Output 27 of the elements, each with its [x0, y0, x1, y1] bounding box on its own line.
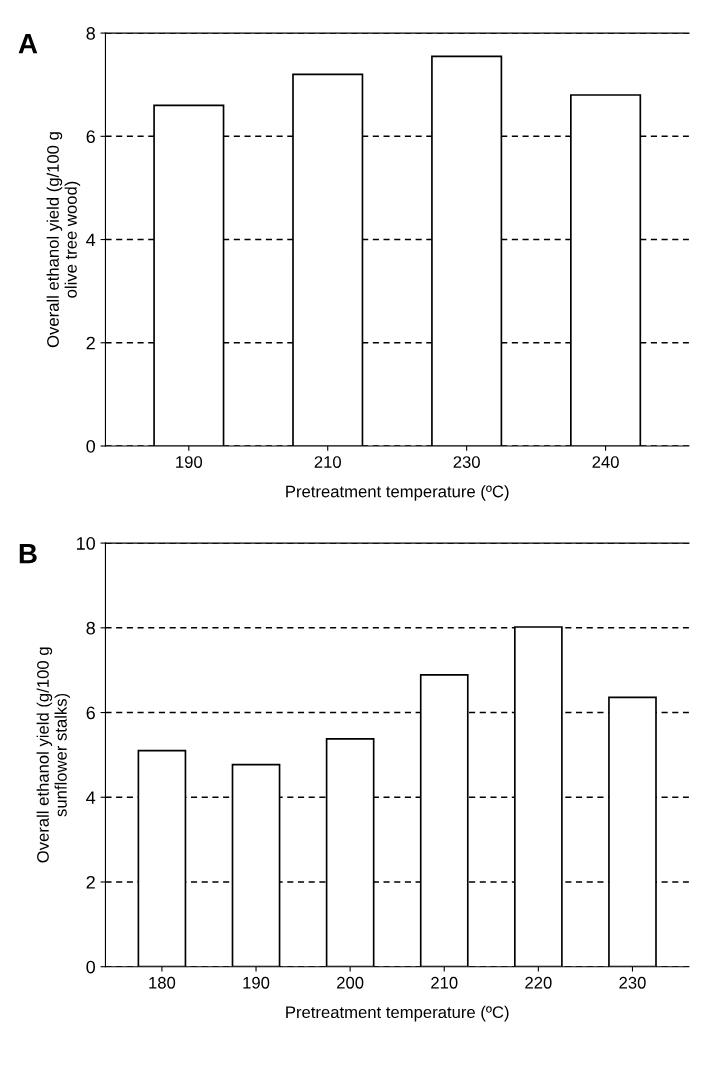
y-tick-label: 10	[77, 537, 96, 550]
x-tick-label: 240	[592, 456, 619, 468]
y-tick-label: 4	[86, 233, 96, 247]
x-tick-label: 210	[314, 456, 341, 468]
y-tick-label: 8	[86, 621, 95, 635]
x-axis-title: Pretreatment temperature (ºC)	[286, 485, 509, 501]
x-tick-label: 180	[149, 976, 176, 989]
x-tick-label: 210	[431, 976, 458, 989]
x-tick-label: 190	[243, 976, 270, 989]
x-tick-label: 230	[619, 976, 646, 989]
y-tick-label: 2	[86, 875, 95, 889]
y-axis-title: Overall ethanol yield (g/100 g sunflower stalks)	[36, 647, 71, 863]
y-tick-label: 4	[86, 791, 96, 804]
x-tick-label: 220	[525, 976, 552, 989]
y-tick-label: 6	[86, 130, 95, 144]
chart-title: A	[18, 34, 38, 54]
y-tick-label: 0	[86, 960, 96, 974]
y-axis-title: Overall ethanol yield (g/100 g olive tree wood)	[46, 132, 81, 348]
y-tick-label: 0	[86, 439, 96, 453]
x-tick-label: 230	[453, 456, 480, 468]
x-tick-label: 190	[176, 456, 203, 468]
x-tick-label: 200	[337, 976, 364, 989]
y-tick-label: 6	[86, 706, 95, 720]
x-axis-title: Pretreatment temperature (ºC)	[286, 1005, 509, 1022]
y-tick-label: 8	[86, 27, 95, 40]
chart-title: B	[19, 544, 37, 564]
y-tick-label: 2	[86, 336, 95, 350]
